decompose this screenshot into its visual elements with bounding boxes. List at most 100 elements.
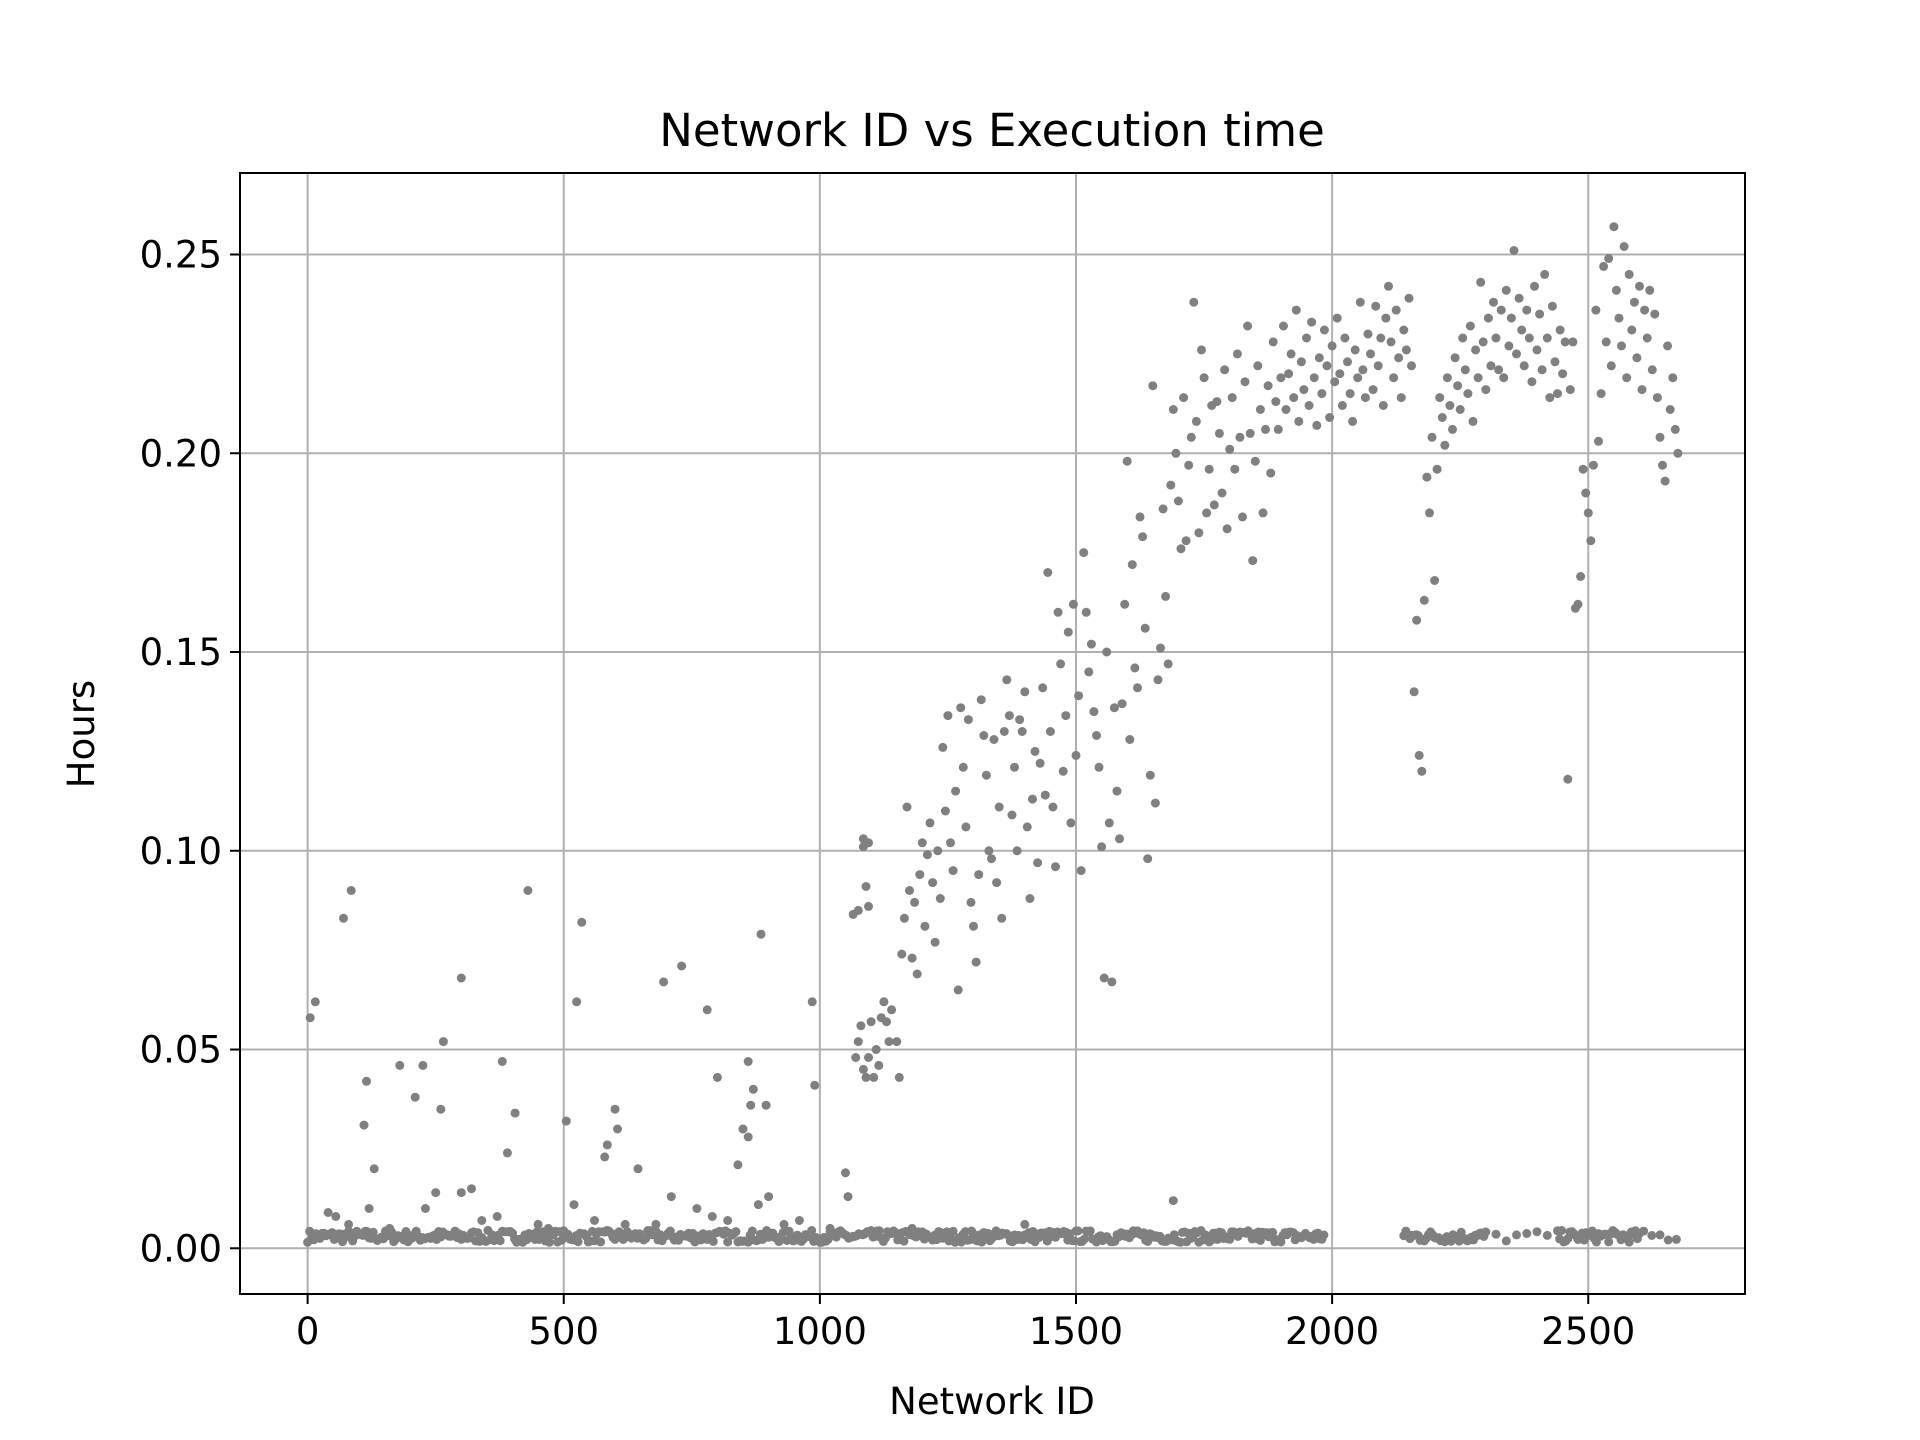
data-point xyxy=(731,1227,741,1237)
data-point xyxy=(1560,337,1570,347)
data-point xyxy=(573,1237,583,1247)
data-point xyxy=(1624,269,1634,279)
data-point xyxy=(1381,313,1391,323)
data-points xyxy=(303,222,1683,1247)
data-point xyxy=(1617,341,1626,351)
data-point xyxy=(1366,349,1375,359)
data-point xyxy=(1476,277,1486,287)
data-point xyxy=(1640,305,1650,315)
data-point xyxy=(1045,727,1055,736)
data-point xyxy=(1086,639,1096,649)
data-point xyxy=(633,1164,643,1174)
data-point xyxy=(544,1237,554,1247)
data-point xyxy=(1489,297,1498,307)
data-point xyxy=(1158,504,1168,514)
data-point xyxy=(1540,269,1550,279)
data-point xyxy=(887,1005,897,1015)
data-point xyxy=(866,1017,876,1027)
data-point xyxy=(902,802,912,812)
data-point xyxy=(1296,357,1306,367)
data-point xyxy=(1117,699,1127,709)
data-point xyxy=(1202,508,1212,518)
data-point xyxy=(1522,1229,1532,1238)
data-point xyxy=(344,1219,354,1229)
data-point xyxy=(1033,858,1043,868)
data-point xyxy=(1319,325,1329,335)
data-point xyxy=(569,1200,579,1210)
data-point xyxy=(1076,866,1086,876)
data-point xyxy=(1079,1234,1089,1244)
y-tick-label: 0.15 xyxy=(140,631,222,674)
data-point xyxy=(1073,1226,1083,1236)
data-point xyxy=(1378,401,1388,410)
data-point xyxy=(659,977,669,987)
data-point xyxy=(1588,460,1598,470)
data-point xyxy=(1558,369,1568,379)
data-point xyxy=(922,850,932,860)
data-point xyxy=(1637,385,1647,395)
y-tick-label: 0.20 xyxy=(140,432,222,475)
data-point xyxy=(1673,448,1683,458)
data-point xyxy=(310,997,320,1007)
data-point xyxy=(997,913,1007,923)
data-point xyxy=(1063,627,1073,637)
data-point xyxy=(861,1072,871,1082)
data-point xyxy=(477,1216,487,1225)
data-point xyxy=(1225,1234,1235,1244)
data-point xyxy=(1594,436,1603,446)
data-point xyxy=(920,921,930,931)
data-point xyxy=(748,1084,758,1094)
data-point xyxy=(1194,528,1204,538)
data-point xyxy=(1163,659,1173,669)
data-point xyxy=(1227,393,1237,403)
data-point xyxy=(853,905,863,915)
data-point xyxy=(1279,321,1288,331)
data-point xyxy=(899,913,909,923)
data-point xyxy=(533,1219,543,1229)
data-point xyxy=(1425,508,1434,518)
data-point xyxy=(523,886,533,895)
data-point xyxy=(892,1037,902,1047)
data-point xyxy=(1230,464,1240,474)
data-point xyxy=(723,1237,733,1247)
data-point xyxy=(620,1219,630,1229)
y-tick-label: 0.25 xyxy=(140,233,222,276)
data-point xyxy=(613,1124,622,1134)
data-point xyxy=(1156,643,1165,653)
data-point xyxy=(708,1236,718,1246)
data-point xyxy=(492,1212,502,1221)
data-point xyxy=(979,731,989,740)
data-point xyxy=(1373,361,1383,371)
x-tick-label: 2500 xyxy=(1541,1310,1635,1353)
data-point xyxy=(1586,536,1596,546)
plot-area-frame xyxy=(239,172,1746,1295)
data-point xyxy=(677,961,687,971)
data-point xyxy=(984,846,994,856)
data-point xyxy=(1028,794,1037,804)
data-point xyxy=(1030,746,1040,756)
data-point xyxy=(1150,798,1160,808)
data-point xyxy=(912,969,922,979)
data-point xyxy=(1619,242,1629,251)
data-point xyxy=(1097,842,1107,852)
data-point xyxy=(897,949,907,959)
data-point xyxy=(1109,703,1119,713)
data-point xyxy=(1261,424,1270,434)
data-point xyxy=(1258,508,1268,518)
data-point xyxy=(666,1192,676,1202)
data-point xyxy=(1627,325,1637,335)
data-point xyxy=(596,1237,606,1247)
data-point xyxy=(1068,599,1078,609)
data-point xyxy=(723,1216,733,1225)
data-point xyxy=(738,1124,748,1134)
data-point xyxy=(1294,416,1304,426)
data-point xyxy=(871,1045,881,1054)
data-point xyxy=(467,1184,476,1194)
data-point xyxy=(1422,472,1432,482)
data-point xyxy=(884,1037,894,1047)
data-point xyxy=(1161,591,1171,601)
data-point xyxy=(1473,373,1483,383)
data-point xyxy=(1670,424,1680,434)
data-point xyxy=(438,1037,448,1047)
